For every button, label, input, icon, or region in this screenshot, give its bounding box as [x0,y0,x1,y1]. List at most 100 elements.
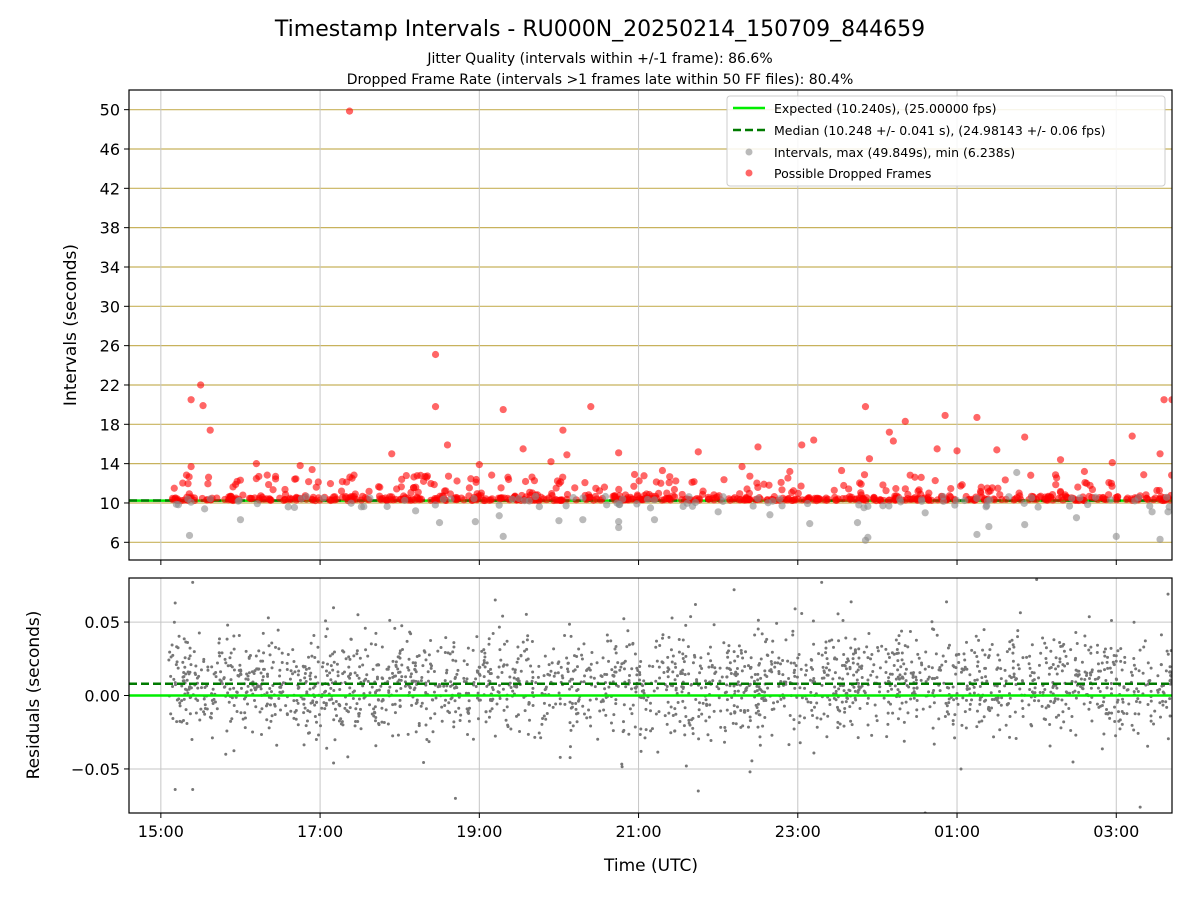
residual-point [203,712,207,716]
residual-point [1020,679,1024,683]
residual-point [358,665,362,669]
residual-point [212,697,216,701]
residual-point [537,664,541,668]
residual-point [467,699,471,703]
residual-point [675,674,679,678]
residual-point [265,672,269,676]
residual-point [1074,733,1078,737]
residual-point [407,657,411,661]
x-tick-label: 03:00 [1093,822,1139,841]
dropped-frame-point [482,495,490,503]
residual-point [746,725,750,729]
residual-point [681,699,685,703]
residual-point [628,707,632,711]
dropped-frame-point [1112,496,1121,504]
dropped-frame-point [383,496,391,505]
residual-point [1067,706,1071,710]
residual-point [310,654,314,658]
residual-point [842,689,846,693]
residual-point [681,638,685,642]
residual-point [944,659,948,663]
residual-point [644,698,648,702]
residual-point [953,736,957,740]
residual-point [1061,710,1065,714]
residuals-y-axis-label: Residuals (seconds) [24,611,44,780]
residual-point [683,706,687,710]
dropped-frame-point [615,449,623,457]
residual-point [375,689,379,693]
residual-point [621,720,625,724]
residual-point [793,668,797,672]
residual-point [376,663,380,667]
residual-point [501,687,505,691]
residual-point [394,663,398,667]
residual-point [644,707,648,711]
residual-point [182,679,186,683]
residual-point [820,653,824,657]
residual-point [1012,672,1016,676]
residual-point [712,709,716,713]
residual-point [1069,729,1073,733]
dropped-frame-point [994,484,1002,492]
residual-point [718,666,722,670]
residuals-data [129,578,1172,813]
interval-point [499,532,507,541]
residual-point [1041,690,1045,694]
residual-point [177,697,181,701]
residual-point [825,735,829,739]
residual-point [800,696,804,700]
residual-point [333,707,337,711]
residual-point [773,665,777,669]
residual-point [665,688,669,692]
residual-point [177,634,181,638]
residual-point [987,705,991,709]
residual-point [348,673,352,677]
dropped-frame-point [784,474,792,482]
residual-point [946,646,950,650]
x-tick-label: 17:00 [297,822,343,841]
residual-point [661,633,665,637]
residual-point [704,685,708,689]
dropped-frame-point [419,477,428,485]
dropped-frame-point [305,478,313,486]
residual-point [604,713,608,717]
residual-point [246,677,250,681]
residual-point [1035,578,1039,581]
residual-point [947,686,951,690]
residual-point [1083,644,1087,648]
dropped-frame-point [257,492,265,500]
residual-point [495,702,499,706]
residual-point [900,629,904,633]
residual-point [186,640,190,644]
x-tick-label: 23:00 [775,822,821,841]
residual-point [452,725,456,729]
residual-point [930,666,934,670]
residual-point [862,689,866,693]
residual-point [1027,662,1031,666]
residual-point [1168,665,1172,669]
residual-point [1097,676,1101,680]
residual-point [1088,700,1092,704]
residual-point [663,714,667,718]
interval-point [1106,496,1115,504]
residual-point [912,690,916,694]
residual-point [756,678,760,682]
residual-point [540,722,544,726]
residual-point [260,707,264,711]
residual-point [194,711,198,715]
residual-point [977,638,981,642]
residual-point [613,670,617,674]
residual-point [983,666,987,670]
interval-point [1028,494,1036,502]
dropped-frame-point [350,471,358,479]
residual-point [408,686,412,690]
residual-point [985,679,989,683]
residual-point [471,737,475,741]
residual-point [811,619,815,623]
residual-point [710,663,714,667]
dropped-frame-point [475,461,483,469]
residual-point [429,638,433,642]
residual-point [872,663,876,667]
residual-point [497,665,501,669]
